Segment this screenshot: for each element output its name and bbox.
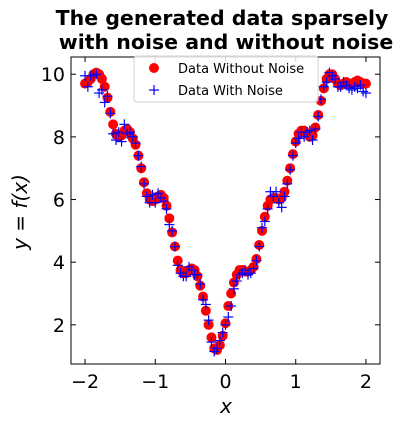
point-with-noise — [285, 164, 296, 175]
point-with-noise — [259, 216, 270, 227]
point-with-noise — [96, 84, 107, 95]
point-without-noise — [226, 288, 237, 299]
y-tick-label: 2 — [53, 315, 65, 337]
chart-title-line-1: The generated data sparsely — [56, 6, 389, 30]
y-tick-label: 8 — [53, 127, 65, 149]
point-with-noise — [355, 80, 366, 91]
point-with-noise — [158, 196, 169, 207]
y-axis-label-text: y = f(x) — [8, 174, 32, 251]
point-with-noise — [116, 136, 127, 147]
point-with-noise — [304, 125, 315, 136]
x-tick-label: 2 — [360, 371, 372, 393]
point-with-noise — [313, 111, 324, 122]
y-axis-label: y = f(x) — [8, 174, 32, 251]
x-tick-label: 0 — [219, 371, 231, 393]
y-tick-label: 6 — [53, 190, 65, 212]
x-axis-label-text: x — [219, 394, 232, 418]
point-with-noise — [169, 241, 180, 252]
point-with-noise — [271, 186, 282, 197]
legend-box — [133, 55, 319, 103]
point-with-noise — [223, 312, 234, 323]
legend-marker-circle — [149, 63, 159, 73]
point-with-noise — [164, 219, 175, 230]
point-with-noise — [276, 202, 287, 213]
point-with-noise — [82, 81, 93, 92]
point-with-noise — [279, 191, 290, 202]
point-with-noise — [192, 269, 203, 280]
point-with-noise — [119, 119, 130, 130]
point-with-noise — [206, 337, 217, 348]
point-with-noise — [287, 150, 298, 161]
chart-title-line-2: with noise and without noise — [59, 30, 393, 54]
point-with-noise — [293, 133, 304, 144]
x-tick-label: −1 — [141, 371, 169, 393]
point-with-noise — [307, 135, 318, 146]
point-with-noise — [282, 178, 293, 189]
point-with-noise — [108, 128, 119, 139]
point-with-noise — [310, 124, 321, 135]
point-without-noise — [360, 78, 371, 89]
point-with-noise — [226, 301, 237, 312]
point-without-noise — [200, 305, 211, 316]
point-with-noise — [203, 315, 214, 326]
point-with-noise — [248, 263, 259, 274]
legend-marker-plus — [149, 85, 159, 95]
point-with-noise — [113, 127, 124, 138]
point-with-noise — [195, 279, 206, 290]
point-with-noise — [167, 225, 178, 236]
point-with-noise — [105, 108, 116, 119]
legend-label-with-noise: Data With Noise — [178, 84, 283, 99]
point-without-noise — [96, 73, 107, 84]
point-with-noise — [214, 335, 225, 346]
point-with-noise — [212, 343, 223, 354]
legend-label-without-noise: Data Without Noise — [178, 62, 304, 77]
y-tick-label: 4 — [53, 252, 65, 274]
point-with-noise — [147, 189, 158, 200]
point-with-noise — [181, 271, 192, 282]
point-with-noise — [330, 73, 341, 84]
point-with-noise — [251, 255, 262, 266]
point-with-noise — [99, 97, 110, 108]
point-with-noise — [262, 203, 273, 214]
point-with-noise — [257, 222, 268, 233]
x-tick-label: −2 — [71, 371, 99, 393]
point-with-noise — [136, 161, 147, 172]
point-with-noise — [130, 138, 141, 149]
y-tick-label: 10 — [41, 64, 65, 86]
legend: Data Without Noise Data With Noise — [133, 55, 319, 103]
point-with-noise — [228, 283, 239, 294]
axis-ticks: −2 −1 0 1 2 2 4 6 8 10 — [41, 57, 380, 393]
x-tick-label: 1 — [290, 371, 302, 393]
series-with-noise — [80, 67, 371, 357]
point-with-noise — [360, 88, 371, 99]
point-with-noise — [127, 131, 138, 142]
point-with-noise — [217, 327, 228, 338]
point-with-noise — [254, 241, 265, 252]
point-with-noise — [161, 203, 172, 214]
point-with-noise — [220, 319, 231, 330]
point-with-noise — [231, 275, 242, 286]
point-with-noise — [133, 150, 144, 161]
point-without-noise — [164, 213, 175, 224]
point-with-noise — [172, 260, 183, 271]
point-without-noise — [108, 119, 119, 130]
point-with-noise — [321, 77, 332, 88]
point-with-noise — [150, 197, 161, 208]
point-with-noise — [139, 178, 150, 189]
point-with-noise — [141, 191, 152, 202]
point-with-noise — [200, 299, 211, 310]
point-with-noise — [102, 91, 113, 102]
point-with-noise — [91, 69, 102, 80]
point-with-noise — [110, 135, 121, 146]
x-axis-label: x — [219, 394, 232, 418]
